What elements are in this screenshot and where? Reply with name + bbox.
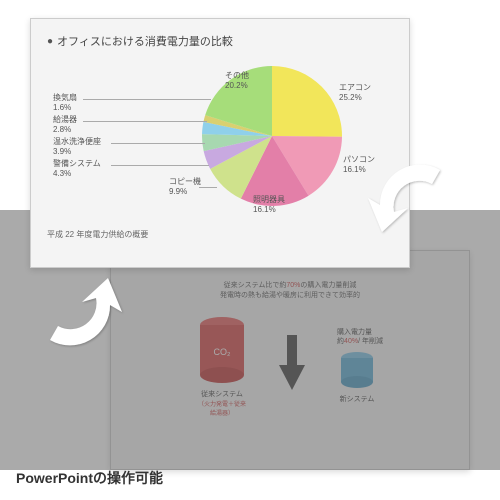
pie-label: 温水洗浄便座3.9% — [53, 137, 101, 157]
pie-label: その他20.2% — [225, 71, 249, 91]
pie-label: エアコン25.2% — [339, 83, 371, 103]
pie-label: 給湯器2.8% — [53, 115, 77, 135]
leader-line — [83, 99, 211, 100]
pie-label: 照明器具16.1% — [253, 195, 285, 215]
chart-title: オフィスにおける消費電力量の比較 — [57, 33, 233, 49]
bullet-icon: ● — [47, 36, 53, 47]
leader-line — [111, 143, 205, 144]
leader-line — [111, 165, 209, 166]
pie-svg — [197, 61, 347, 211]
pie-chart: エアコン25.2%パソコン16.1%照明器具16.1%コピー機9.9%警備システ… — [47, 55, 393, 225]
title-row: ● オフィスにおける消費電力量の比較 — [47, 33, 393, 49]
caption: PowerPointの操作可能 — [16, 468, 163, 488]
slide-front: ● オフィスにおける消費電力量の比較 エアコン25.2%パソコン16.1%照明器… — [30, 18, 410, 268]
pie-label: 換気扇1.6% — [53, 93, 77, 113]
swap-arrow-icon — [360, 150, 470, 260]
pie-wrap — [197, 61, 347, 211]
pie-label: コピー機9.9% — [169, 177, 201, 197]
swap-arrow-icon — [20, 250, 130, 360]
leader-line — [83, 121, 207, 122]
pie-label: 警備システム4.3% — [53, 159, 101, 179]
leader-line — [199, 187, 217, 188]
pie-slice — [272, 66, 342, 137]
footer-note: 平成 22 年度電力供給の概要 — [47, 229, 393, 240]
